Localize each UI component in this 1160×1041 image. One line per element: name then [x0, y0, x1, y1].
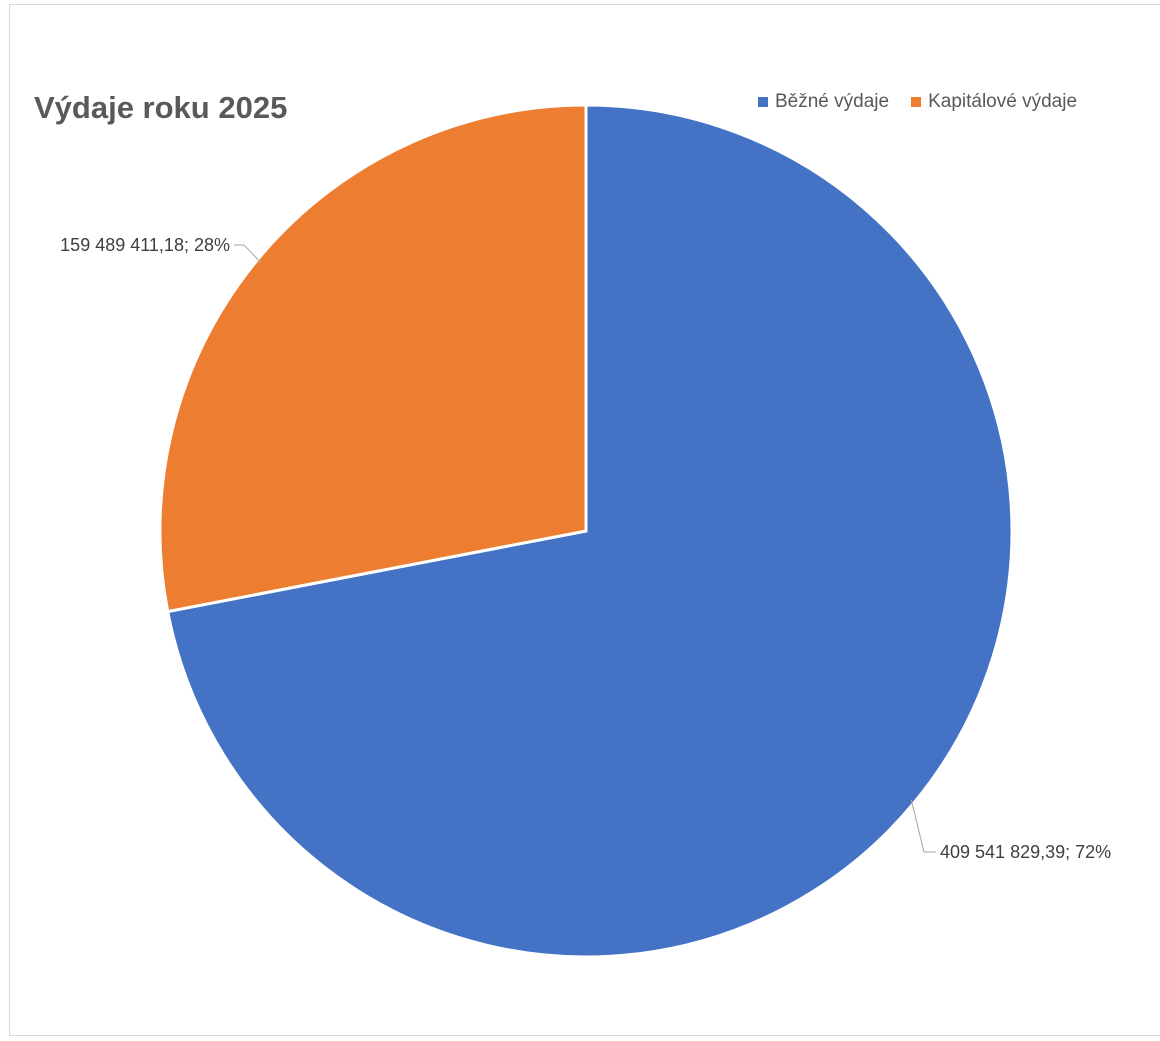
leader-line-kapitalove-vydaje [234, 244, 262, 263]
legend-label-bezne-vydaje: Běžné výdaje [775, 91, 890, 112]
legend-label-kapitalove-vydaje: Kapitálové výdaje [928, 91, 1078, 112]
pie-slice-kapitalove-vydaje[interactable] [158, 103, 588, 614]
chart-frame [9, 4, 1160, 1036]
data-label-kapitalove-vydaje: 159 489 411,18; 28% [60, 235, 230, 255]
legend-item-bezne-vydaje[interactable]: Běžné výdaje [758, 91, 889, 113]
legend-swatch-kapitalove-vydaje [911, 97, 922, 107]
legend: Běžné výdaje Kapitálové výdaje [758, 91, 1077, 113]
legend-item-kapitalove-vydaje[interactable]: Kapitálové výdaje [911, 91, 1077, 113]
pie-slice-bezne-vydaje[interactable] [165, 103, 1014, 959]
chart-title: Výdaje roku 2025 [34, 90, 288, 125]
leader-line-bezne-vydaje [910, 799, 936, 853]
legend-swatch-bezne-vydaje [758, 97, 768, 107]
data-label-bezne-vydaje: 409 541 829,39; 72% [940, 842, 1111, 862]
